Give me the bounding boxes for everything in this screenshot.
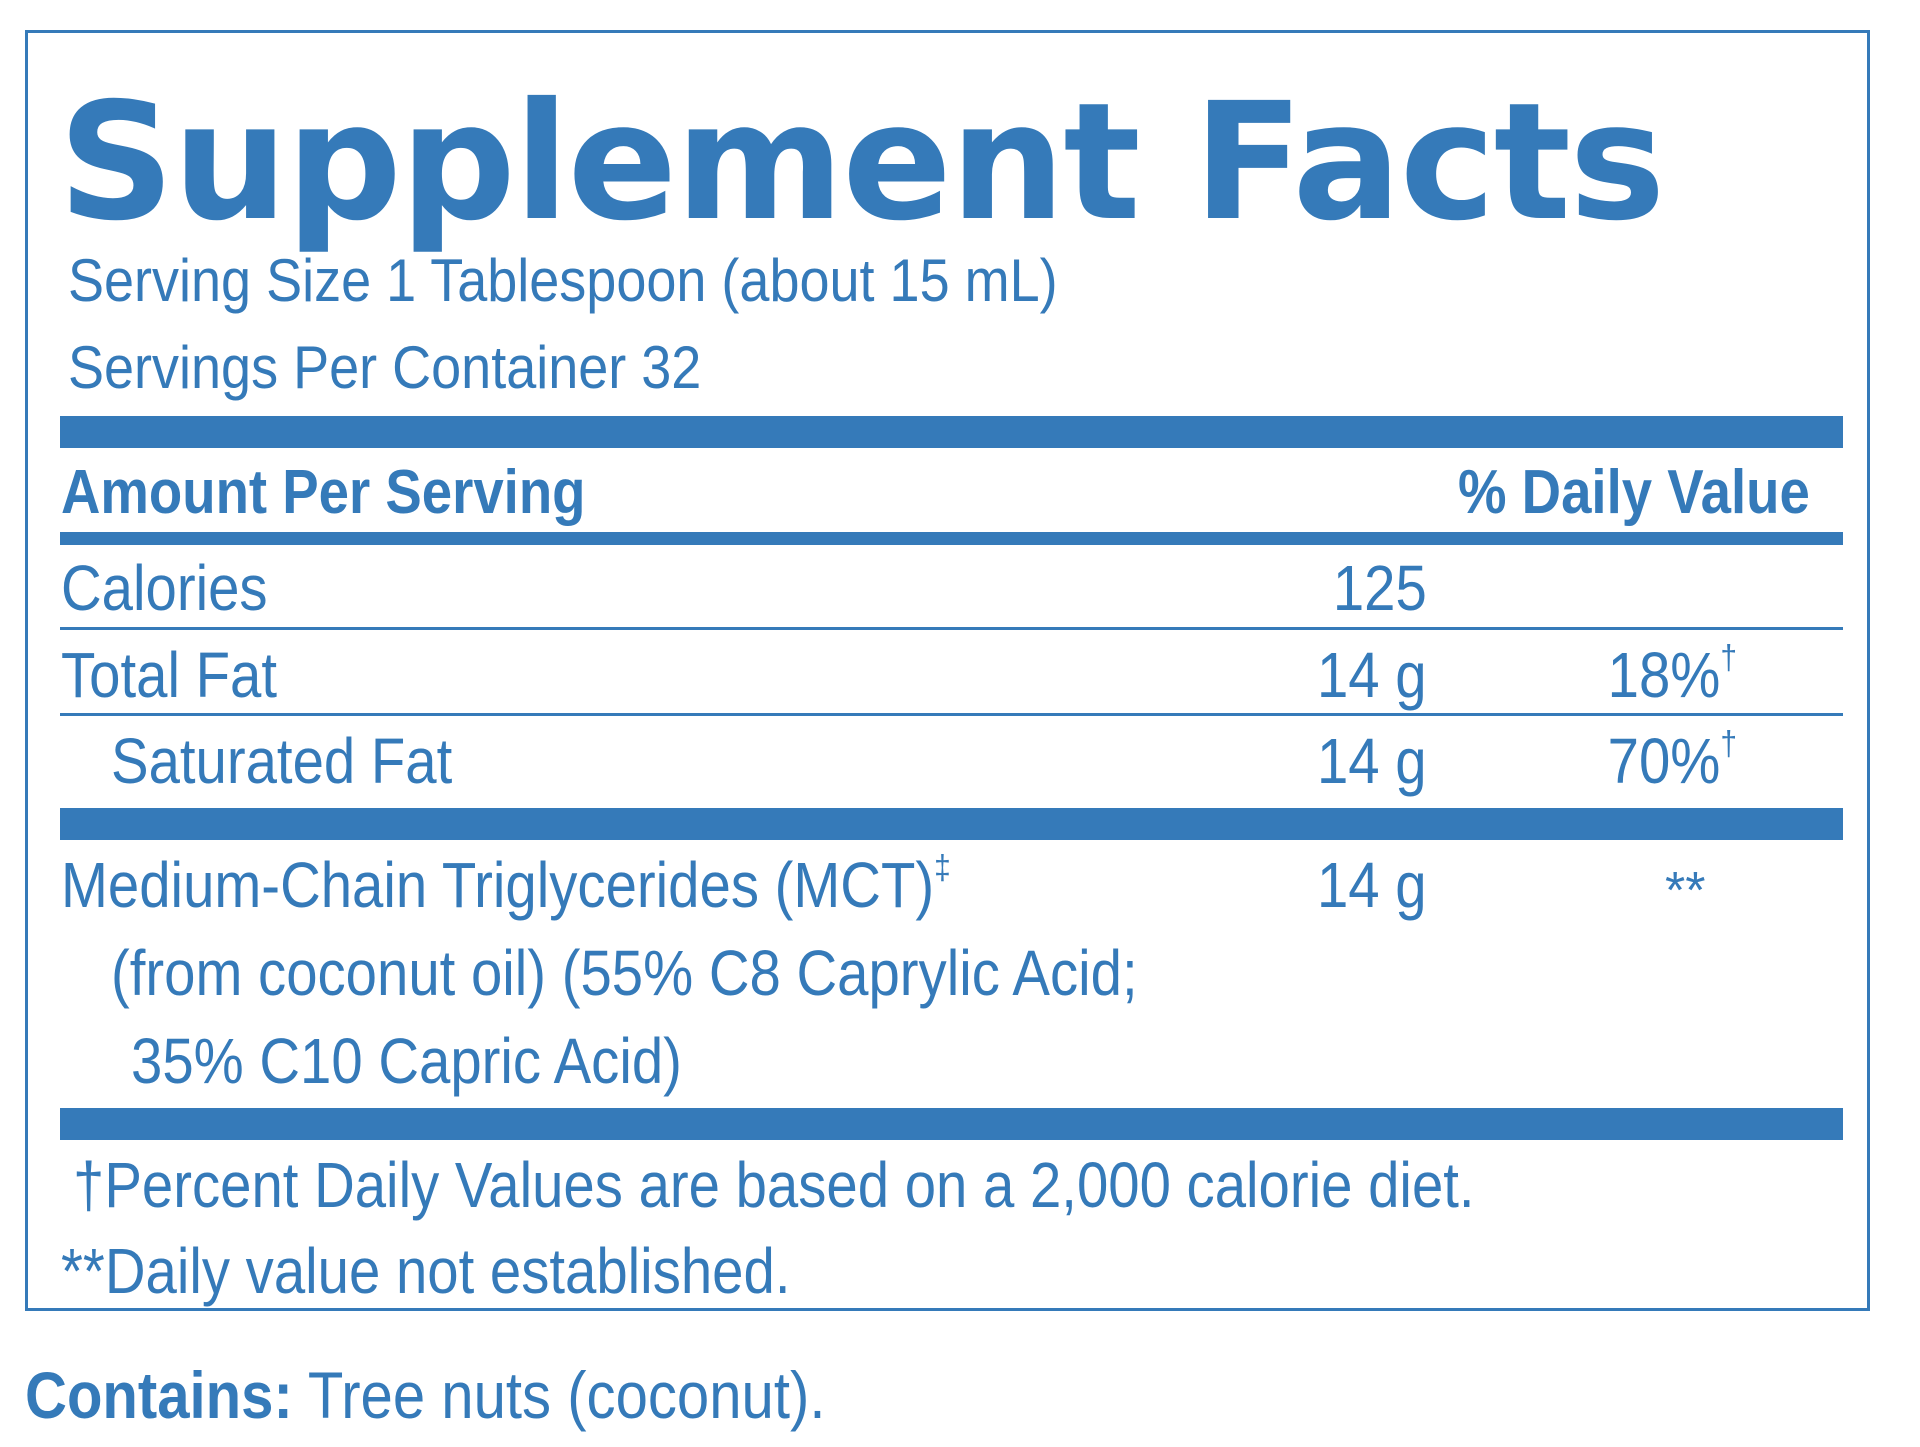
thin-divider-2 [60, 713, 1843, 716]
percent-dv-note: †Percent Daily Values are based on a 2,0… [73, 1149, 1475, 1221]
amount-per-serving-header: Amount Per Serving [61, 458, 586, 527]
saturated-fat-label: Saturated Fat [111, 725, 453, 797]
thin-divider-1 [60, 627, 1843, 630]
medium-divider [60, 532, 1843, 545]
saturated-fat-amount: 14 g [1317, 725, 1427, 797]
thick-divider-top [60, 416, 1843, 448]
contains-text: Tree nuts (coconut). [292, 1358, 826, 1432]
calories-label: Calories [61, 552, 268, 624]
contains-label: Contains: [25, 1358, 293, 1432]
mct-dv: ** [1665, 862, 1706, 920]
thick-divider-bottom [60, 1108, 1843, 1140]
mct-detail-line2: 35% C10 Capric Acid) [131, 1025, 682, 1097]
mct-label: Medium-Chain Triglycerides (MCT)‡ [61, 849, 951, 921]
saturated-fat-dv: 70%† [1607, 725, 1737, 797]
allergen-statement: Contains: Tree nuts (coconut). [25, 1355, 825, 1435]
panel-title: Supplement Facts [58, 69, 1666, 257]
mct-detail-line1: (from coconut oil) (55% C8 Caprylic Acid… [111, 937, 1138, 1009]
servings-per-container: Servings Per Container 32 [68, 334, 702, 401]
total-fat-dv: 18%† [1607, 639, 1737, 711]
mct-amount: 14 g [1317, 849, 1427, 921]
daily-value-header: % Daily Value [1458, 458, 1810, 527]
supplement-facts-panel: Supplement Facts Serving Size 1 Tablespo… [25, 30, 1870, 1311]
dv-not-established-note: **Daily value not established. [61, 1235, 791, 1307]
serving-size: Serving Size 1 Tablespoon (about 15 mL) [68, 247, 1058, 314]
total-fat-amount: 14 g [1317, 639, 1427, 711]
calories-amount: 125 [1333, 552, 1427, 624]
total-fat-label: Total Fat [61, 639, 277, 711]
thick-divider-middle [60, 808, 1843, 840]
